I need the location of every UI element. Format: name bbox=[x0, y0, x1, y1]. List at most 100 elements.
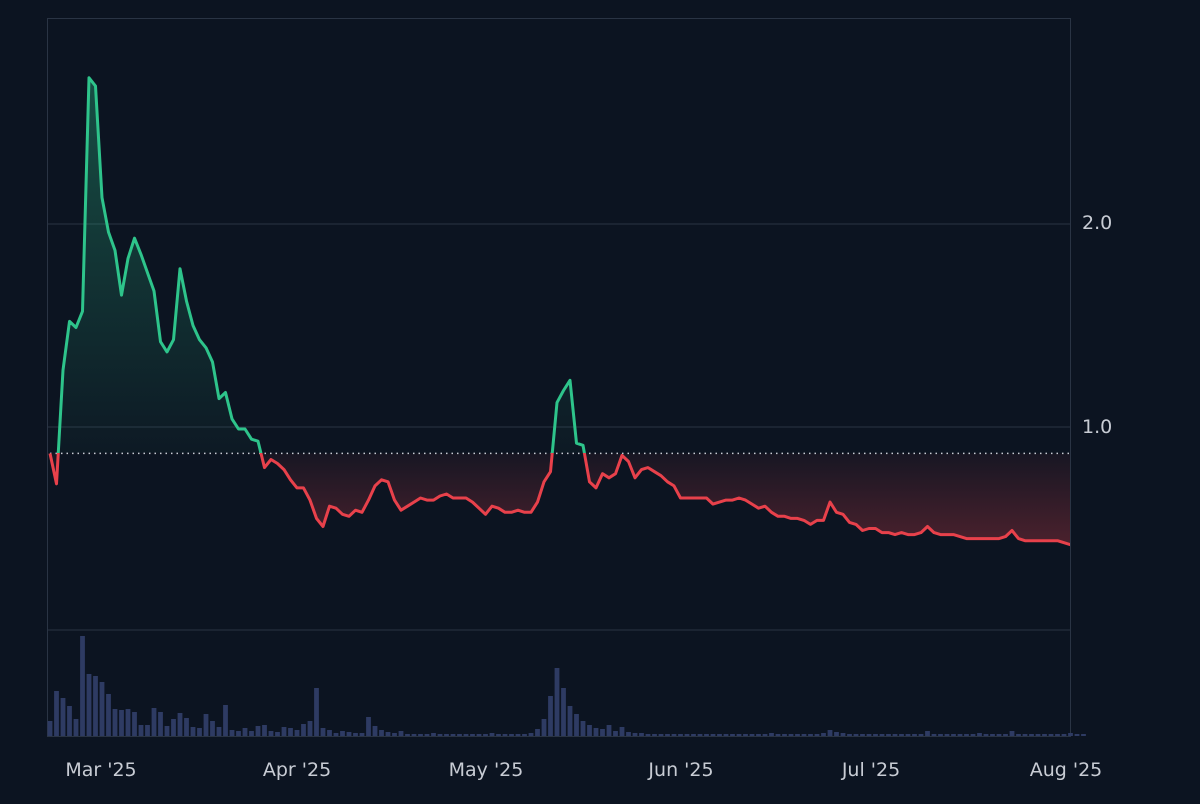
volume-bar bbox=[873, 734, 878, 736]
x-tick-label: May '25 bbox=[449, 759, 524, 781]
volume-bar bbox=[827, 730, 833, 736]
volume-bar bbox=[957, 734, 963, 736]
volume-bar bbox=[996, 734, 1002, 736]
volume-bar bbox=[301, 724, 306, 736]
x-tick-label: Aug '25 bbox=[1030, 759, 1103, 781]
volume-bar bbox=[756, 734, 761, 736]
volume-bar bbox=[502, 734, 508, 736]
x-tick-label: Jun '25 bbox=[647, 759, 713, 781]
volume-bar bbox=[1029, 734, 1034, 736]
volume-bar bbox=[905, 734, 911, 736]
volume-bar bbox=[1068, 733, 1073, 736]
volume-bar bbox=[93, 676, 98, 736]
volume-bar bbox=[717, 734, 722, 736]
volume-bar bbox=[671, 734, 677, 736]
volume-bar bbox=[535, 729, 540, 736]
volume-bar bbox=[392, 733, 397, 736]
x-axis: Mar '25 Apr '25 May '25 Jun '25 Jul '25 … bbox=[65, 759, 1102, 781]
volume-bar bbox=[327, 730, 332, 736]
volume-bar bbox=[424, 734, 430, 736]
volume-bar bbox=[372, 726, 378, 736]
volume-bar bbox=[892, 734, 898, 736]
volume-bar bbox=[99, 682, 105, 736]
volume-bar bbox=[749, 734, 755, 736]
volume-bar bbox=[145, 725, 150, 736]
volume-bar bbox=[775, 734, 781, 736]
volume-bar bbox=[353, 733, 358, 736]
volume-bar bbox=[509, 734, 514, 736]
volume-bar bbox=[151, 708, 157, 736]
volume-bar bbox=[593, 728, 599, 736]
volume-bar bbox=[307, 721, 313, 736]
volume-bar bbox=[184, 718, 189, 736]
volume-bar bbox=[268, 731, 274, 736]
volume-bar bbox=[483, 734, 488, 736]
volume-bar bbox=[476, 734, 482, 736]
volume-bar bbox=[814, 734, 820, 736]
volume-bar bbox=[515, 734, 521, 736]
volume-bar bbox=[190, 727, 196, 736]
volume-bar bbox=[106, 694, 111, 736]
volume-bar bbox=[1016, 734, 1021, 736]
volume-bar bbox=[522, 734, 527, 736]
volume-bar bbox=[977, 733, 982, 736]
volume-bar bbox=[567, 706, 573, 736]
volume-bar bbox=[54, 691, 59, 736]
volume-bar bbox=[554, 668, 560, 736]
y-axis: 2.0 1.0 bbox=[1082, 212, 1112, 438]
volume-bar bbox=[125, 709, 131, 736]
volume-bar bbox=[730, 734, 735, 736]
volume-bar bbox=[340, 731, 345, 736]
volume-bar bbox=[86, 674, 92, 736]
volume-bar bbox=[606, 725, 612, 736]
volume-bar bbox=[925, 731, 930, 736]
volume-bar bbox=[964, 734, 969, 736]
volume-bar bbox=[489, 733, 495, 736]
volume-bar bbox=[171, 719, 176, 736]
series-line-below bbox=[48, 453, 1070, 547]
volume-bar bbox=[450, 734, 456, 736]
volume-bar bbox=[203, 714, 209, 736]
volume-bar bbox=[138, 725, 144, 736]
volume-bar bbox=[944, 734, 950, 736]
volume-bar bbox=[684, 734, 690, 736]
volume-bar bbox=[645, 734, 651, 736]
volume-bar bbox=[1081, 734, 1086, 736]
volume-bar bbox=[762, 734, 768, 736]
volume-bar bbox=[951, 734, 956, 736]
area-below-baseline bbox=[50, 453, 1070, 545]
volume-bar bbox=[1042, 734, 1047, 736]
volume-bar bbox=[632, 733, 638, 736]
volume-bar bbox=[47, 721, 53, 736]
volume-bar bbox=[788, 734, 794, 736]
volume-bar bbox=[704, 734, 709, 736]
volume-bar bbox=[463, 734, 469, 736]
volume-bar bbox=[405, 734, 410, 736]
volume-bar bbox=[931, 734, 937, 736]
y-tick-label: 2.0 bbox=[1082, 212, 1112, 234]
volume-bar bbox=[619, 727, 625, 736]
volume-bar bbox=[574, 714, 579, 736]
volume-bar bbox=[821, 733, 826, 736]
volume-bar bbox=[1048, 734, 1054, 736]
volume-bar bbox=[398, 731, 404, 736]
volume-bar bbox=[80, 636, 85, 736]
x-tick-label: Apr '25 bbox=[263, 759, 331, 781]
x-tick-label: Jul '25 bbox=[841, 759, 900, 781]
volume-bar bbox=[73, 719, 79, 736]
volume-bar bbox=[808, 734, 813, 736]
plot-frame bbox=[47, 18, 1071, 737]
volume-bar bbox=[229, 730, 235, 736]
volume-bar bbox=[255, 726, 261, 736]
volume-bar bbox=[697, 734, 703, 736]
volume-bar bbox=[1074, 734, 1080, 736]
volume-bar bbox=[580, 721, 586, 736]
volume-bar bbox=[600, 729, 605, 736]
volume-bar bbox=[866, 734, 872, 736]
volume-bar bbox=[639, 733, 644, 736]
volume-bar bbox=[242, 728, 248, 736]
volume-bar bbox=[834, 732, 839, 736]
volume-bar bbox=[294, 730, 300, 736]
volume-bar bbox=[288, 728, 293, 736]
